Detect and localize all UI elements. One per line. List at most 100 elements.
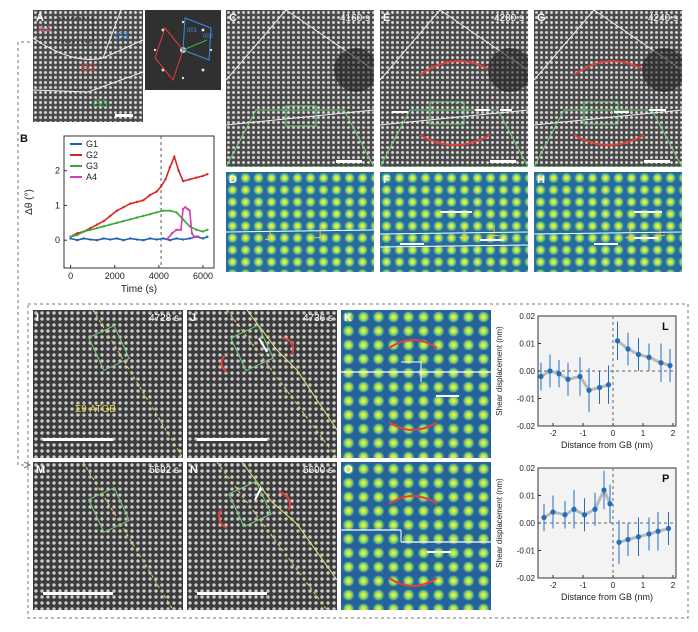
shear-point (646, 354, 652, 360)
chart-b-xtick-label: 2000 (105, 271, 125, 281)
chart-b-point-g3 (95, 226, 99, 230)
panel-c-overlay (226, 10, 374, 167)
chart-b-point-g1 (148, 237, 152, 240)
chart-b-point-g3 (82, 230, 86, 233)
shear-xtick-label: 1 (641, 581, 646, 590)
panel-a-label: A (36, 12, 44, 24)
panel-h-overlay: ⊥ ⊥ (534, 211, 682, 245)
chart-b-ytick-label: 0 (55, 235, 60, 245)
panel-f-label: F (383, 174, 390, 186)
shear-ytick-label: 0.02 (519, 312, 535, 321)
chart-b-point-g2 (181, 179, 185, 183)
shear-chart-panel-label: P (662, 473, 669, 485)
shear-xlabel: Distance from GB (nm) (561, 592, 653, 602)
region-g2-label: G2 (81, 62, 96, 74)
chart-b-point-a4 (186, 207, 189, 211)
shear-point (646, 531, 652, 537)
chart-b-point-g2 (155, 190, 158, 193)
shear-point (658, 360, 664, 366)
region-g1-label: G1 (115, 30, 130, 42)
chart-b-point-g1 (162, 237, 165, 240)
panel-j-time: 4736 s (302, 313, 333, 324)
shear-point (635, 351, 642, 358)
shear-point (550, 509, 556, 515)
panel-e-scalebar (490, 160, 516, 163)
chart-b-point-g2 (148, 193, 152, 197)
svg-text:⊥: ⊥ (654, 223, 666, 239)
region-g3-label: G3 (93, 98, 108, 110)
shear-point (625, 536, 631, 543)
panel-i-image: I 4728 s Σ9 ATGB (33, 310, 183, 458)
chart-b-point-g3 (188, 225, 191, 228)
chart-b-point-g1 (201, 237, 205, 240)
panel-f-overlay: ⊥ ⊥ (380, 211, 528, 248)
chart-b-point-g2 (135, 200, 138, 204)
shear-point (614, 338, 621, 344)
chart-b-point-g2 (115, 209, 119, 212)
chart-b-point-a4 (166, 237, 169, 240)
panel-e-label: E (383, 12, 391, 24)
shear-point (565, 376, 571, 382)
chart-b-point-a4 (190, 232, 194, 235)
chart-b-point-g2 (206, 173, 209, 176)
shear-xtick-label: 0 (611, 581, 616, 590)
shear-ytick-label: -0.01 (517, 395, 536, 404)
shear-xtick-label: -1 (579, 581, 587, 590)
region-a4-label: A4 (38, 24, 52, 36)
chart-b-point-g3 (115, 221, 119, 225)
svg-text:⊥: ⊥ (624, 225, 636, 241)
shear-point (592, 506, 598, 512)
panel-h-label: H (537, 174, 545, 186)
chart-b-ytick-label: 1 (55, 200, 60, 210)
panel-a-boundaries (33, 10, 143, 93)
chart-b-line-g3 (70, 209, 208, 238)
chart-b-point-g2 (128, 202, 132, 205)
panel-i-time: 4728 s (148, 313, 179, 324)
panel-m-scalebar (43, 592, 113, 595)
panel-m-time: 5592 s (148, 465, 179, 476)
shear-point (577, 373, 583, 380)
chart-b-point-g2 (109, 214, 112, 218)
panel-o-map: O (341, 462, 491, 610)
chart-b-point-g1 (109, 238, 112, 241)
shear-point (635, 534, 642, 540)
shear-xtick-label: 1 (641, 429, 646, 438)
chart-b-point-g1 (122, 239, 125, 242)
panel-n-label: N (190, 464, 198, 476)
chart-b-legend-label: G3 (86, 161, 98, 171)
chart-b-xlabel: Time (s) (121, 284, 157, 295)
chart-b-point-g3 (89, 228, 92, 231)
shear-point (586, 387, 592, 393)
shear-xtick-label: -1 (579, 429, 587, 438)
panel-n-image: N 5600 s (187, 462, 337, 610)
shear-point (616, 539, 622, 545)
chart-b-point-g1 (206, 235, 209, 238)
panel-d-map: ⊥ ⊥ D (226, 172, 374, 272)
chart-b-point-a4 (170, 232, 174, 235)
shear-xtick-label: 0 (611, 429, 616, 438)
chart-b-point-g3 (201, 230, 205, 233)
shear-xtick-label: 2 (671, 429, 676, 438)
panel-l-chart: L -2 -1 0 1 2 -0.02 -0.01 0.00 0.01 0.02 Distance f… (495, 312, 677, 450)
panel-m-label: M (36, 464, 46, 476)
panel-n-scalebar (197, 592, 267, 595)
shear-ytick-label: 0.02 (519, 464, 535, 473)
shear-ytick-label: -0.01 (517, 547, 536, 556)
panel-n-overlay (216, 462, 337, 610)
chart-b-point-g2 (177, 169, 180, 172)
gb-label: Σ9 ATGB (75, 404, 117, 415)
svg-text:⊥: ⊥ (458, 225, 470, 241)
chart-b-point-a4 (175, 228, 178, 231)
chart-b-point-g1 (142, 239, 145, 242)
chart-b-point-g1 (76, 239, 79, 242)
shear-ytick-label: 0.01 (519, 340, 535, 349)
chart-b-point-g3 (155, 211, 158, 214)
chart-b-point-a4 (192, 235, 196, 238)
chart-b-point-g2 (173, 155, 176, 159)
panel-j-overlay (220, 310, 337, 458)
svg-text:⊥: ⊥ (488, 223, 500, 239)
panel-k-overlay (341, 339, 491, 431)
chart-b-point-a4 (197, 235, 200, 238)
